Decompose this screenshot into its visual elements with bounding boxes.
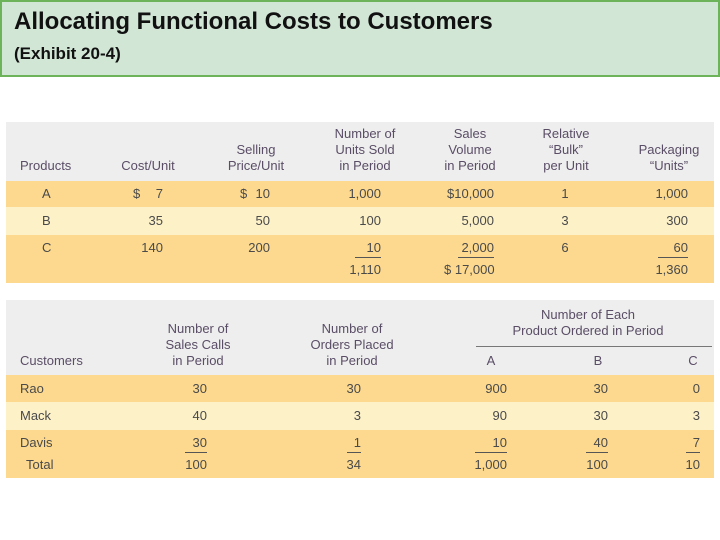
cell: 100: [185, 457, 207, 472]
subtitle: (Exhibit 20-4): [14, 44, 121, 63]
cell: $ 7: [133, 186, 163, 201]
row-bg: [6, 375, 714, 402]
column-header: Cost/Unit: [121, 158, 175, 173]
cell: 34: [346, 457, 361, 472]
cell: 100: [359, 213, 381, 228]
underline: [586, 452, 608, 453]
column-header: Selling: [236, 142, 276, 157]
cell: 900: [485, 381, 507, 396]
cell: 3: [692, 408, 700, 423]
cell: 3: [561, 213, 569, 228]
column-header: Products: [20, 158, 72, 173]
column-header: A: [486, 353, 496, 368]
cell: 200: [248, 240, 270, 255]
cell: 3: [353, 408, 361, 423]
underline: [347, 452, 361, 453]
cell: 1: [561, 186, 569, 201]
row-bg: [6, 181, 714, 207]
table2-header-bg: [6, 300, 714, 375]
cell: 10: [366, 240, 381, 255]
row-bg: [6, 430, 714, 478]
cell: 7: [692, 435, 700, 450]
header-box: Allocating Functional Costs to Customers…: [0, 0, 720, 77]
column-header: in Period: [444, 158, 496, 173]
group-header: Number of Each: [541, 307, 635, 322]
cell: 6: [561, 240, 569, 255]
column-header: in Period: [326, 353, 378, 368]
cell: 30: [192, 435, 207, 450]
column-header: Orders Placed: [310, 337, 394, 352]
cell: 40: [593, 435, 608, 450]
group-header: Product Ordered in Period: [512, 323, 664, 338]
column-header: C: [688, 353, 698, 368]
column-header: Number of: [334, 126, 396, 141]
column-header: B: [593, 353, 603, 368]
cell: 140: [141, 240, 163, 255]
table1-header-bg: [6, 122, 714, 181]
cell: C: [42, 240, 52, 255]
cell: 1,000: [474, 457, 507, 472]
title: Allocating Functional Costs to Customers: [14, 8, 493, 35]
underline: [475, 452, 507, 453]
column-header: Relative: [542, 126, 590, 141]
cell: 10: [492, 435, 507, 450]
cell: 1: [353, 435, 361, 450]
column-header: Customers: [20, 353, 83, 368]
cell: 40: [192, 408, 207, 423]
underline: [458, 257, 494, 258]
cell: 2,000: [461, 240, 494, 255]
cell: 60: [673, 240, 688, 255]
column-header: Packaging: [638, 142, 700, 157]
cell: A: [42, 186, 51, 201]
cell: 30: [346, 381, 361, 396]
column-header: Sales: [453, 126, 487, 141]
cell: $ 10: [240, 186, 270, 201]
row-bg: [6, 207, 714, 235]
column-header: “Units”: [649, 158, 689, 173]
column-header: per Unit: [543, 158, 589, 173]
cell: Rao: [20, 381, 44, 396]
cell: 30: [192, 381, 207, 396]
cell: $ 17,000: [444, 262, 495, 277]
cell: 100: [586, 457, 608, 472]
cell: 1,000: [348, 186, 381, 201]
cell: 30: [593, 408, 608, 423]
cell: 5,000: [461, 213, 494, 228]
column-header: Number of: [321, 321, 383, 336]
cell: 1,360: [655, 262, 688, 277]
column-header: in Period: [172, 353, 224, 368]
column-header: “Bulk”: [549, 142, 583, 157]
column-header: Number of: [167, 321, 229, 336]
column-header: Sales Calls: [165, 337, 231, 352]
column-header: Price/Unit: [227, 158, 285, 173]
cell: B: [42, 213, 51, 228]
cell: 300: [666, 213, 688, 228]
row-bg: [6, 402, 714, 430]
underline: [185, 452, 207, 453]
cell: Mack: [20, 408, 52, 423]
group-rule: [476, 346, 712, 347]
cell: Davis: [20, 435, 53, 450]
row-bg: [6, 235, 714, 283]
underline: [686, 452, 700, 453]
cell: 90: [492, 408, 507, 423]
column-header: Volume: [448, 142, 492, 157]
underline: [658, 257, 688, 258]
cell: 1,000: [655, 186, 688, 201]
cell: 35: [148, 213, 163, 228]
cell: 1,110: [349, 262, 381, 277]
cell: 50: [255, 213, 270, 228]
cell: 30: [593, 381, 608, 396]
underline: [355, 257, 381, 258]
cell: Total: [26, 457, 54, 472]
column-header: in Period: [339, 158, 391, 173]
cell: $10,000: [447, 186, 494, 201]
cell: 0: [692, 381, 700, 396]
cell: 10: [685, 457, 700, 472]
column-header: Units Sold: [335, 142, 395, 157]
